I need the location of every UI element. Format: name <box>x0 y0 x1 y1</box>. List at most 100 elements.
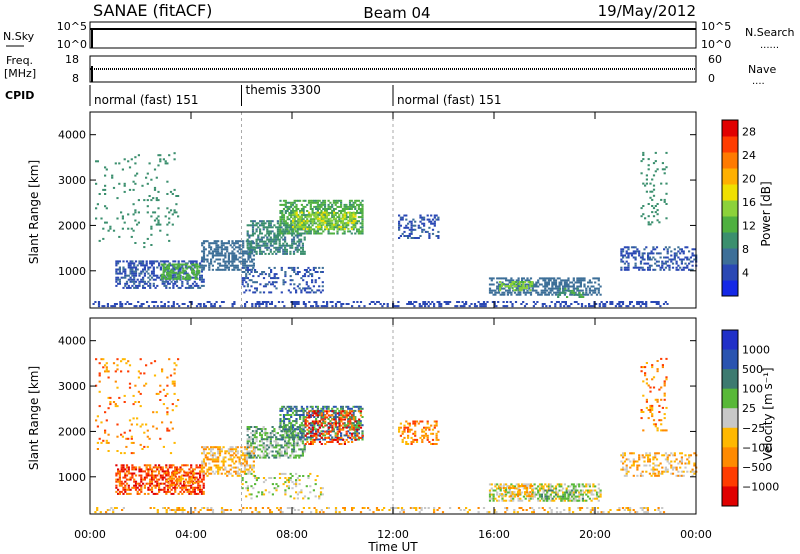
data-cell <box>534 303 537 305</box>
data-cell <box>545 305 548 308</box>
data-cell <box>677 250 680 253</box>
data-cell <box>227 256 230 259</box>
data-cell <box>299 228 302 231</box>
data-cell <box>251 434 255 437</box>
data-cell <box>282 281 285 284</box>
data-cell <box>284 252 287 255</box>
data-cell <box>665 192 668 195</box>
data-cell <box>275 238 278 241</box>
data-cell <box>634 246 637 249</box>
data-cell <box>165 490 168 493</box>
data-cell <box>246 242 249 245</box>
data-cell <box>347 436 350 439</box>
data-cell <box>147 276 150 279</box>
data-cell <box>296 228 299 231</box>
data-cell <box>358 418 361 421</box>
data-cell <box>291 232 295 235</box>
data-cell <box>349 420 352 423</box>
data-cell <box>518 289 521 292</box>
data-cell <box>245 487 248 490</box>
data-cell <box>412 237 415 239</box>
data-cell <box>249 254 252 257</box>
data-cell <box>294 248 297 251</box>
data-cell <box>179 468 182 471</box>
data-cell <box>354 430 357 433</box>
data-cell <box>177 478 180 481</box>
data-cell <box>279 218 282 221</box>
data-cell <box>560 281 563 284</box>
data-cell <box>305 287 308 290</box>
data-cell <box>169 483 172 486</box>
data-cell <box>259 434 262 437</box>
data-cell <box>269 432 272 435</box>
data-cell <box>331 407 334 410</box>
data-cell <box>281 436 284 439</box>
data-cell <box>567 279 570 282</box>
data-cell <box>185 267 188 270</box>
data-cell <box>329 222 332 225</box>
data-cell <box>246 446 249 449</box>
data-cell <box>233 260 236 263</box>
data-cell <box>594 291 597 294</box>
data-cell <box>673 248 676 251</box>
data-cell <box>347 221 350 224</box>
data-cell <box>275 483 278 486</box>
data-cell <box>286 216 289 219</box>
data-cell <box>235 450 238 453</box>
data-cell <box>329 426 332 429</box>
data-cell <box>132 180 135 183</box>
data-cell <box>334 203 337 206</box>
data-cell <box>682 250 685 253</box>
data-cell <box>641 509 644 511</box>
data-cell <box>262 432 265 435</box>
data-cell <box>556 287 559 290</box>
data-cell <box>266 226 269 229</box>
data-cell <box>275 252 278 255</box>
data-cell <box>640 215 643 218</box>
data-cell <box>677 256 680 259</box>
data-cell <box>322 414 325 416</box>
data-cell <box>158 472 161 475</box>
data-cell <box>134 266 138 269</box>
data-cell <box>285 244 288 247</box>
data-cell <box>490 291 493 294</box>
data-cell <box>562 289 565 292</box>
data-cell <box>317 227 320 230</box>
data-cell <box>96 507 99 509</box>
data-cell <box>311 212 314 214</box>
data-cell <box>318 409 321 412</box>
data-cell <box>149 278 152 281</box>
data-cell <box>409 303 412 305</box>
data-cell <box>188 477 192 480</box>
data-cell <box>645 511 648 514</box>
data-cell <box>172 470 175 473</box>
data-cell <box>118 272 121 275</box>
data-cell <box>630 252 634 255</box>
data-cell <box>135 305 138 308</box>
data-cell <box>111 176 114 179</box>
data-cell <box>281 409 284 412</box>
data-cell <box>368 509 371 511</box>
data-cell <box>220 466 223 469</box>
data-cell <box>551 277 554 280</box>
data-cell <box>161 466 164 469</box>
data-cell <box>259 220 262 223</box>
data-cell <box>167 263 170 266</box>
data-cell <box>336 226 339 229</box>
data-cell <box>318 232 321 235</box>
data-cell <box>101 305 104 308</box>
data-cell <box>115 478 118 481</box>
data-cell <box>118 470 121 473</box>
data-cell <box>273 277 276 280</box>
data-cell <box>264 454 267 457</box>
data-cell <box>297 303 300 305</box>
data-cell <box>505 289 508 292</box>
data-cell <box>168 262 171 265</box>
data-cell <box>200 260 203 263</box>
data-cell <box>194 275 197 278</box>
data-cell <box>425 303 428 305</box>
data-cell <box>280 246 283 249</box>
data-cell <box>322 416 325 418</box>
data-cell <box>289 442 292 445</box>
data-cell <box>169 475 172 478</box>
